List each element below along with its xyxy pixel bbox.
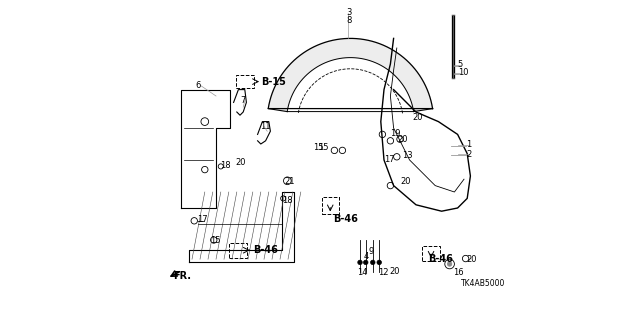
Bar — [422, 246, 440, 261]
Circle shape — [377, 260, 381, 265]
Text: B-46: B-46 — [333, 214, 358, 224]
Text: 20: 20 — [401, 177, 411, 186]
Text: 20: 20 — [467, 255, 477, 264]
Text: 20: 20 — [236, 158, 246, 167]
Text: 14: 14 — [357, 268, 368, 277]
Text: B-15: B-15 — [261, 76, 285, 87]
Bar — [322, 197, 339, 214]
Text: 8: 8 — [347, 16, 352, 25]
Circle shape — [358, 260, 362, 265]
Text: TK4AB5000: TK4AB5000 — [461, 279, 505, 288]
Text: 9: 9 — [369, 247, 374, 256]
Circle shape — [364, 260, 368, 265]
Text: 18: 18 — [282, 196, 293, 205]
Text: 20: 20 — [390, 267, 400, 276]
Text: 17: 17 — [384, 155, 395, 164]
Text: 6: 6 — [196, 81, 201, 90]
Text: 13: 13 — [402, 151, 412, 160]
Text: 3: 3 — [347, 8, 352, 17]
Text: 15: 15 — [319, 143, 329, 152]
Text: 21: 21 — [285, 177, 295, 186]
Text: 1: 1 — [467, 140, 472, 149]
Text: FR.: FR. — [173, 271, 191, 281]
Text: 2: 2 — [467, 150, 472, 159]
Text: 15: 15 — [313, 143, 323, 152]
Text: 7: 7 — [241, 96, 246, 105]
Text: 20: 20 — [397, 135, 408, 144]
Polygon shape — [268, 38, 433, 112]
Text: 16: 16 — [453, 268, 463, 277]
Text: 15: 15 — [210, 236, 220, 245]
Text: 17: 17 — [197, 215, 207, 224]
Text: 11: 11 — [260, 122, 270, 131]
Text: 19: 19 — [390, 129, 400, 138]
Text: 12: 12 — [378, 268, 388, 277]
Text: 4: 4 — [364, 252, 369, 261]
Circle shape — [371, 260, 375, 265]
Text: 5: 5 — [458, 60, 463, 69]
Circle shape — [447, 262, 452, 266]
Bar — [229, 243, 247, 258]
Text: 10: 10 — [458, 68, 468, 77]
Text: 20: 20 — [412, 113, 422, 122]
Text: B-46: B-46 — [429, 254, 453, 264]
Bar — [236, 75, 253, 88]
Text: B-46: B-46 — [253, 245, 278, 255]
Text: 18: 18 — [220, 161, 231, 170]
